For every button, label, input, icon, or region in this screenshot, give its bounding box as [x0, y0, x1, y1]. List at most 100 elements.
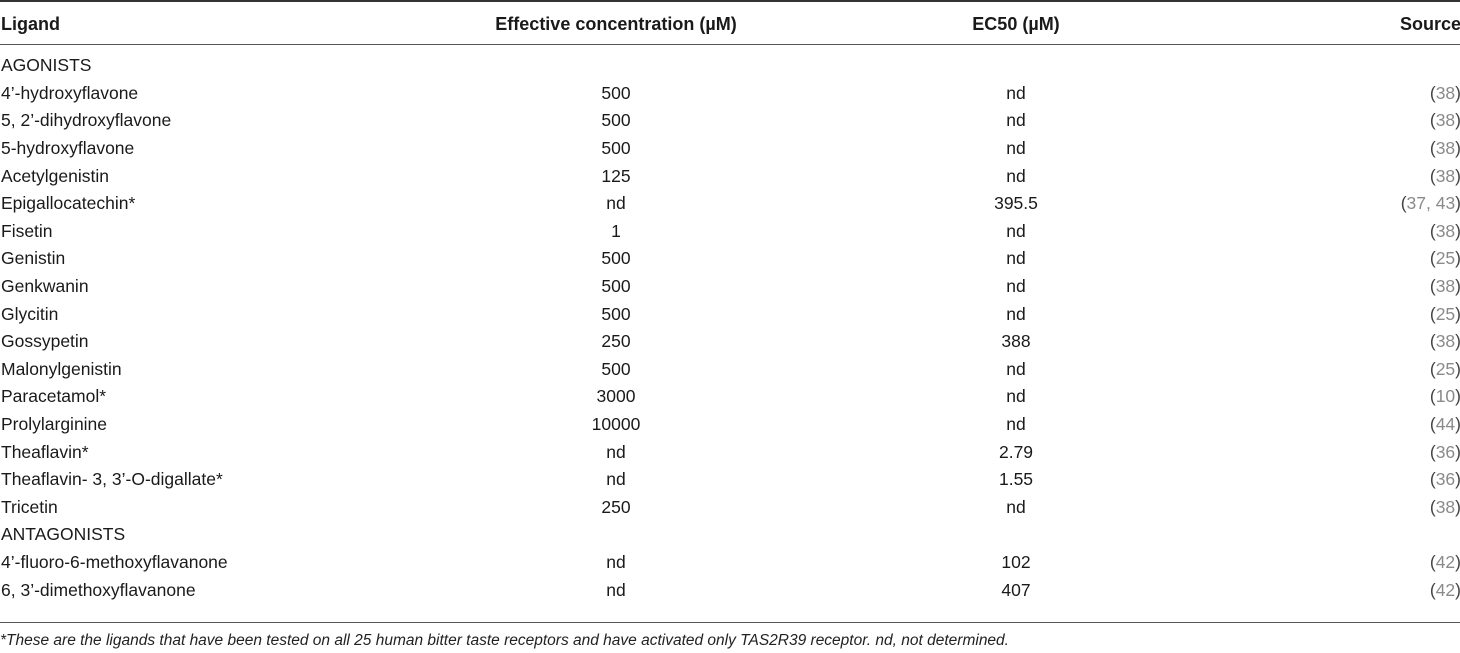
source-open-paren: (: [1429, 358, 1436, 379]
source-cell: (38): [1271, 107, 1460, 135]
source-reference-link[interactable]: 38: [1435, 220, 1456, 241]
effective-concentration-cell: 125: [601, 165, 631, 186]
effective-concentration-cell: nd: [606, 441, 626, 462]
ec50-cell: nd: [1006, 165, 1026, 186]
source-close-paren: ): [1455, 193, 1460, 213]
table-row: 6, 3’-dimethoxyflavanone nd 407 (42): [0, 576, 1460, 604]
ligand-cell: Epigallocatechin*: [1, 193, 136, 214]
source-close-paren: ): [1455, 221, 1460, 241]
effective-concentration-cell: nd: [606, 579, 626, 600]
source-reference-link[interactable]: 37, 43: [1406, 193, 1456, 214]
section-title: ANTAGONISTS: [1, 524, 126, 545]
ligand-cell: Acetylgenistin: [1, 165, 109, 186]
table-row: 4’-fluoro-6-methoxyflavanone nd 102 (42): [0, 549, 1460, 577]
source-close-paren: ): [1455, 469, 1460, 489]
source-reference-link[interactable]: 38: [1435, 110, 1456, 131]
source-reference-link[interactable]: 42: [1435, 551, 1456, 572]
ec50-cell: nd: [1006, 110, 1026, 131]
ligand-cell: Gossypetin: [1, 331, 89, 352]
ec50-cell: 1.55: [998, 469, 1034, 490]
table-row: Paracetamol* 3000 nd (10): [0, 383, 1460, 411]
source-close-paren: ): [1455, 580, 1460, 600]
table-row: Theaflavin- 3, 3’-O-digallate* nd 1.55 (36): [0, 466, 1460, 494]
source-open-paren: (: [1429, 82, 1436, 103]
table-row: Prolylarginine 10000 nd (44): [0, 411, 1460, 439]
source-cell: (38): [1271, 328, 1460, 356]
source-open-paren: (: [1400, 193, 1407, 214]
effective-concentration-cell: 250: [601, 496, 631, 517]
header-rule: [0, 44, 1460, 45]
source-close-paren: ): [1455, 276, 1460, 296]
source-cell: (25): [1271, 300, 1460, 328]
source-reference-link[interactable]: 38: [1435, 165, 1456, 186]
source-reference-link[interactable]: 10: [1435, 386, 1456, 407]
source-close-paren: ): [1455, 304, 1460, 324]
ligand-cell: 5-hydroxyflavone: [1, 138, 135, 159]
ligand-cell: 4’-hydroxyflavone: [1, 82, 139, 103]
effective-concentration-cell: 500: [601, 82, 631, 103]
ligand-cell: Theaflavin- 3, 3’-O-digallate*: [1, 469, 223, 490]
section-row: ANTAGONISTS: [0, 521, 1460, 549]
ec50-cell: nd: [1006, 220, 1026, 241]
source-open-paren: (: [1429, 469, 1436, 490]
source-cell: (38): [1271, 162, 1460, 190]
table-row: Genkwanin 500 nd (38): [0, 273, 1460, 301]
table-row: Theaflavin* nd 2.79 (36): [0, 438, 1460, 466]
source-reference-link[interactable]: 25: [1435, 358, 1456, 379]
source-reference-link[interactable]: 25: [1435, 303, 1456, 324]
source-close-paren: ): [1455, 331, 1460, 351]
table-row: Glycitin 500 nd (25): [0, 300, 1460, 328]
source-reference-link[interactable]: 42: [1435, 579, 1456, 600]
ligand-cell: Tricetin: [1, 496, 58, 517]
source-close-paren: ): [1455, 497, 1460, 517]
source-open-paren: (: [1429, 441, 1436, 462]
source-cell: (38): [1271, 273, 1460, 301]
source-cell: (38): [1271, 494, 1460, 522]
table-row: 5, 2’-dihydroxyflavone 500 nd (38): [0, 107, 1460, 135]
source-close-paren: ): [1455, 442, 1460, 462]
source-reference-link[interactable]: 38: [1435, 496, 1456, 517]
ligand-cell: Theaflavin*: [1, 441, 89, 462]
table-row: Fisetin 1 nd (38): [0, 218, 1460, 246]
source-open-paren: (: [1429, 579, 1436, 600]
source-reference-link[interactable]: 38: [1435, 138, 1456, 159]
source-open-paren: (: [1429, 138, 1436, 159]
header-ligand: Ligand: [1, 13, 60, 34]
source-reference-link[interactable]: 25: [1435, 248, 1456, 269]
table-row: Tricetin 250 nd (38): [0, 494, 1460, 522]
table-row: Genistin 500 nd (25): [0, 245, 1460, 273]
source-close-paren: ): [1455, 110, 1460, 130]
table-row: 4’-hydroxyflavone 500 nd (38): [0, 80, 1460, 108]
effective-concentration-cell: 3000: [596, 386, 636, 407]
effective-concentration-cell: nd: [606, 551, 626, 572]
header-ec50: EC50 (µM): [972, 13, 1060, 34]
ec50-cell: 102: [1001, 551, 1031, 572]
source-reference-link[interactable]: 36: [1435, 469, 1456, 490]
ec50-cell: nd: [1006, 82, 1026, 103]
effective-concentration-cell: 500: [601, 358, 631, 379]
ligand-cell: 4’-fluoro-6-methoxyflavanone: [1, 551, 228, 572]
effective-concentration-cell: 500: [601, 303, 631, 324]
source-open-paren: (: [1429, 414, 1436, 435]
bottom-rule: [0, 622, 1460, 623]
header-effective-concentration: Effective concentration (µM): [495, 13, 737, 34]
source-cell: (44): [1271, 411, 1460, 439]
source-reference-link[interactable]: 36: [1435, 441, 1456, 462]
ec50-cell: 2.79: [998, 441, 1034, 462]
source-cell: (25): [1271, 356, 1460, 384]
source-open-paren: (: [1429, 110, 1436, 131]
source-cell: (36): [1271, 466, 1460, 494]
ec50-cell: 395.5: [994, 193, 1038, 214]
source-reference-link[interactable]: 38: [1435, 276, 1456, 297]
table-row: 5-hydroxyflavone 500 nd (38): [0, 135, 1460, 163]
source-cell: (36): [1271, 438, 1460, 466]
source-reference-link[interactable]: 38: [1435, 82, 1456, 103]
source-reference-link[interactable]: 38: [1435, 331, 1456, 352]
ec50-cell: nd: [1006, 303, 1026, 324]
source-reference-link[interactable]: 44: [1435, 414, 1456, 435]
ec50-cell: nd: [1006, 138, 1026, 159]
ligand-cell: Glycitin: [1, 303, 59, 324]
top-rule: [0, 0, 1460, 2]
ec50-cell: nd: [1006, 248, 1026, 269]
